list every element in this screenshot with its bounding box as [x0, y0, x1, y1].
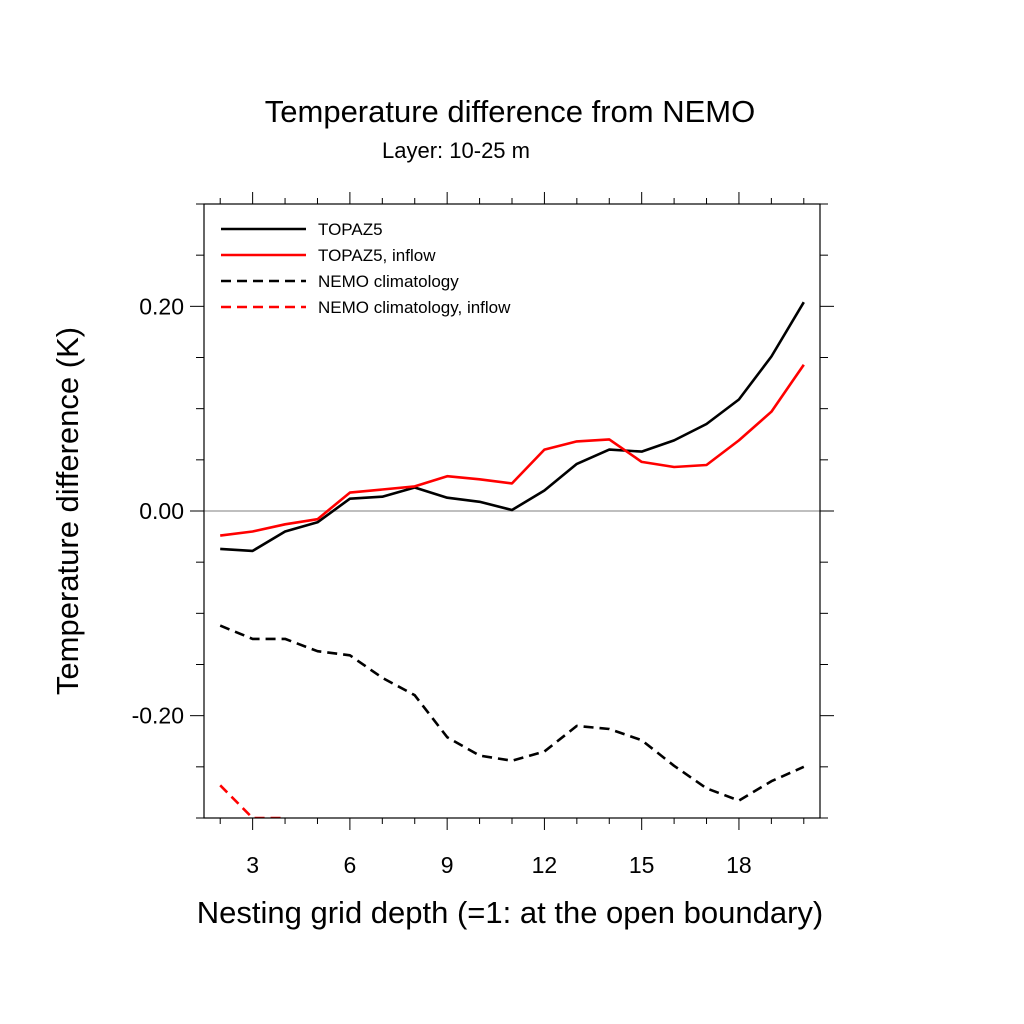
y-tick-label: 0.20 — [139, 293, 184, 319]
axis-ticks — [190, 192, 834, 830]
series-line-3 — [219, 624, 805, 802]
x-axis-label: Nesting grid depth (=1: at the open boun… — [197, 895, 823, 930]
series-group — [219, 301, 805, 818]
series-line-1 — [220, 301, 805, 553]
legend: TOPAZ5 TOPAZ5, inflow NEMO climatology NEMO… — [221, 220, 511, 317]
legend-label: TOPAZ5, inflow — [318, 246, 436, 265]
y-axis-label: Temperature difference (K) — [50, 327, 85, 695]
x-tick-label: 9 — [441, 852, 454, 878]
x-tick-label: 3 — [246, 852, 259, 878]
series-line-2 — [220, 363, 805, 537]
x-tick-label: 15 — [629, 852, 655, 878]
series-line-4 — [219, 784, 286, 818]
x-tick-label: 6 — [343, 852, 356, 878]
chart-title: Temperature difference from NEMO — [265, 94, 755, 129]
plot-frame — [203, 203, 821, 819]
x-tick-label: 18 — [726, 852, 752, 878]
legend-label: NEMO climatology — [318, 272, 459, 291]
legend-label: NEMO climatology, inflow — [318, 298, 511, 317]
x-tick-label: 12 — [532, 852, 558, 878]
y-tick-label: -0.20 — [132, 703, 184, 729]
y-tick-label: 0.00 — [139, 498, 184, 524]
legend-label: TOPAZ5 — [318, 220, 383, 239]
chart-subtitle: Layer: 10-25 m — [382, 138, 530, 163]
axis-tick-labels: 3 6 9 12 15 18 0.20 0.00 -0.20 — [132, 293, 752, 878]
